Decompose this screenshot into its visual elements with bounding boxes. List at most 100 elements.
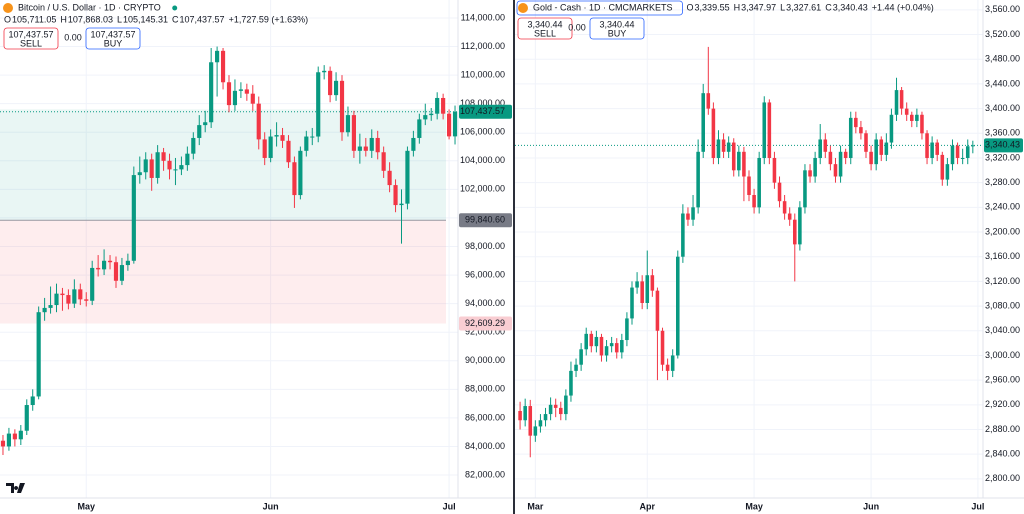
spread: 0.00 bbox=[568, 22, 586, 32]
candle-body bbox=[716, 139, 721, 158]
candle-body bbox=[543, 414, 548, 421]
candle-body bbox=[884, 142, 889, 155]
candle-body bbox=[747, 176, 751, 196]
candle-body bbox=[859, 127, 863, 134]
candle-body bbox=[6, 433, 12, 447]
candle-body bbox=[54, 293, 59, 306]
x-tick-label: Jun bbox=[263, 501, 279, 511]
candle-body bbox=[441, 97, 446, 114]
sell-button[interactable] bbox=[517, 17, 573, 40]
y-tick-label: 3,120.00 bbox=[985, 276, 1020, 286]
candle-body bbox=[670, 355, 675, 371]
spread: 0.00 bbox=[64, 32, 82, 42]
candle-body bbox=[179, 165, 184, 170]
candle-body bbox=[864, 133, 868, 152]
candle-body bbox=[78, 289, 83, 300]
y-tick-label: 108,000.00 bbox=[460, 98, 505, 108]
stop-tag: 92,609.29 bbox=[465, 318, 505, 328]
sell-label[interactable]: SELL bbox=[20, 38, 42, 48]
candle-body bbox=[965, 146, 970, 158]
candle-body bbox=[125, 260, 130, 266]
candle-body bbox=[161, 152, 166, 161]
y-tick-label: 3,160.00 bbox=[985, 251, 1020, 261]
candle-body bbox=[387, 170, 392, 186]
candle-body bbox=[66, 295, 71, 304]
y-tick-label: 3,000.00 bbox=[985, 350, 1020, 360]
candle-body bbox=[0, 440, 6, 447]
candle-body bbox=[823, 139, 828, 152]
candle-body bbox=[874, 139, 878, 165]
candle-body bbox=[143, 159, 148, 173]
logo-mark[interactable] bbox=[6, 483, 25, 493]
sell-label[interactable]: SELL bbox=[534, 28, 556, 38]
entry-tag: 99,840.60 bbox=[465, 215, 505, 225]
candle-body bbox=[42, 307, 47, 313]
candle-body bbox=[777, 182, 782, 202]
candle-body bbox=[955, 145, 960, 158]
candle-body bbox=[155, 152, 160, 178]
candle-body bbox=[399, 203, 404, 206]
candle-body bbox=[274, 135, 279, 137]
x-tick-label: Mar bbox=[527, 501, 544, 511]
candle-body bbox=[429, 113, 434, 116]
y-tick-label: 82,000.00 bbox=[465, 469, 505, 479]
x-tick-label: May bbox=[745, 501, 763, 511]
candle-body bbox=[191, 137, 196, 154]
sell-price[interactable]: 107,437.57 bbox=[8, 29, 53, 39]
candle-body bbox=[298, 150, 303, 196]
candle-body bbox=[322, 70, 327, 73]
y-tick-label: 88,000.00 bbox=[465, 384, 505, 394]
candle-body bbox=[640, 281, 644, 303]
y-tick-label: 102,000.00 bbox=[460, 184, 505, 194]
legend-change: +1.44 (+0.04%) bbox=[872, 2, 934, 12]
buy-price[interactable]: 107,437.57 bbox=[90, 29, 135, 39]
candle-body bbox=[655, 290, 660, 331]
y-tick-label: 104,000.00 bbox=[460, 155, 505, 165]
candle-body bbox=[726, 142, 731, 152]
profit-zone bbox=[0, 109, 446, 221]
buy-button[interactable] bbox=[589, 17, 645, 40]
buy-button[interactable] bbox=[85, 27, 141, 50]
tradingview-logo[interactable] bbox=[6, 483, 25, 493]
y-tick-label: 96,000.00 bbox=[465, 269, 505, 279]
y-tick-label: 86,000.00 bbox=[465, 412, 505, 422]
candle-body bbox=[665, 364, 670, 371]
candle-body bbox=[787, 213, 792, 220]
legend-value: 3,347.97 bbox=[741, 2, 776, 12]
buy-price[interactable]: 3,340.44 bbox=[599, 19, 634, 29]
candle-body bbox=[609, 343, 614, 347]
candle-body bbox=[149, 159, 154, 178]
plot-area bbox=[0, 0, 458, 498]
candle-body bbox=[599, 336, 604, 356]
buy-label[interactable]: BUY bbox=[608, 28, 627, 38]
candle-body bbox=[767, 102, 772, 158]
candle-body bbox=[351, 115, 356, 151]
candle-body bbox=[762, 102, 767, 158]
buy-label[interactable]: BUY bbox=[104, 38, 123, 48]
candle-body bbox=[701, 93, 705, 152]
y-tick-label: 3,280.00 bbox=[985, 177, 1020, 187]
candle-body bbox=[691, 207, 695, 220]
candle-body bbox=[381, 152, 386, 171]
candle-body bbox=[18, 430, 23, 440]
candle-body bbox=[960, 157, 965, 159]
sell-price[interactable]: 3,340.44 bbox=[527, 19, 562, 29]
x-tick-label: Jun bbox=[863, 501, 879, 511]
candle-body bbox=[894, 90, 899, 115]
x-tick-label: Jul bbox=[443, 501, 456, 511]
candle-body bbox=[405, 150, 410, 204]
title-box[interactable] bbox=[516, 0, 683, 16]
legend-change: +1,727.59 (+1.63%) bbox=[229, 14, 309, 24]
y-tick-label: 94,000.00 bbox=[465, 298, 505, 308]
sell-button[interactable] bbox=[3, 27, 59, 50]
candle-body bbox=[813, 157, 817, 177]
candle-body bbox=[131, 175, 136, 261]
candle-body bbox=[423, 115, 428, 120]
candle-body bbox=[393, 185, 398, 206]
candle-body bbox=[523, 406, 527, 421]
candle-body bbox=[589, 333, 594, 347]
x-tick-label: May bbox=[77, 501, 95, 511]
candle-body bbox=[375, 137, 380, 153]
y-tick-label: 3,360.00 bbox=[985, 128, 1020, 138]
